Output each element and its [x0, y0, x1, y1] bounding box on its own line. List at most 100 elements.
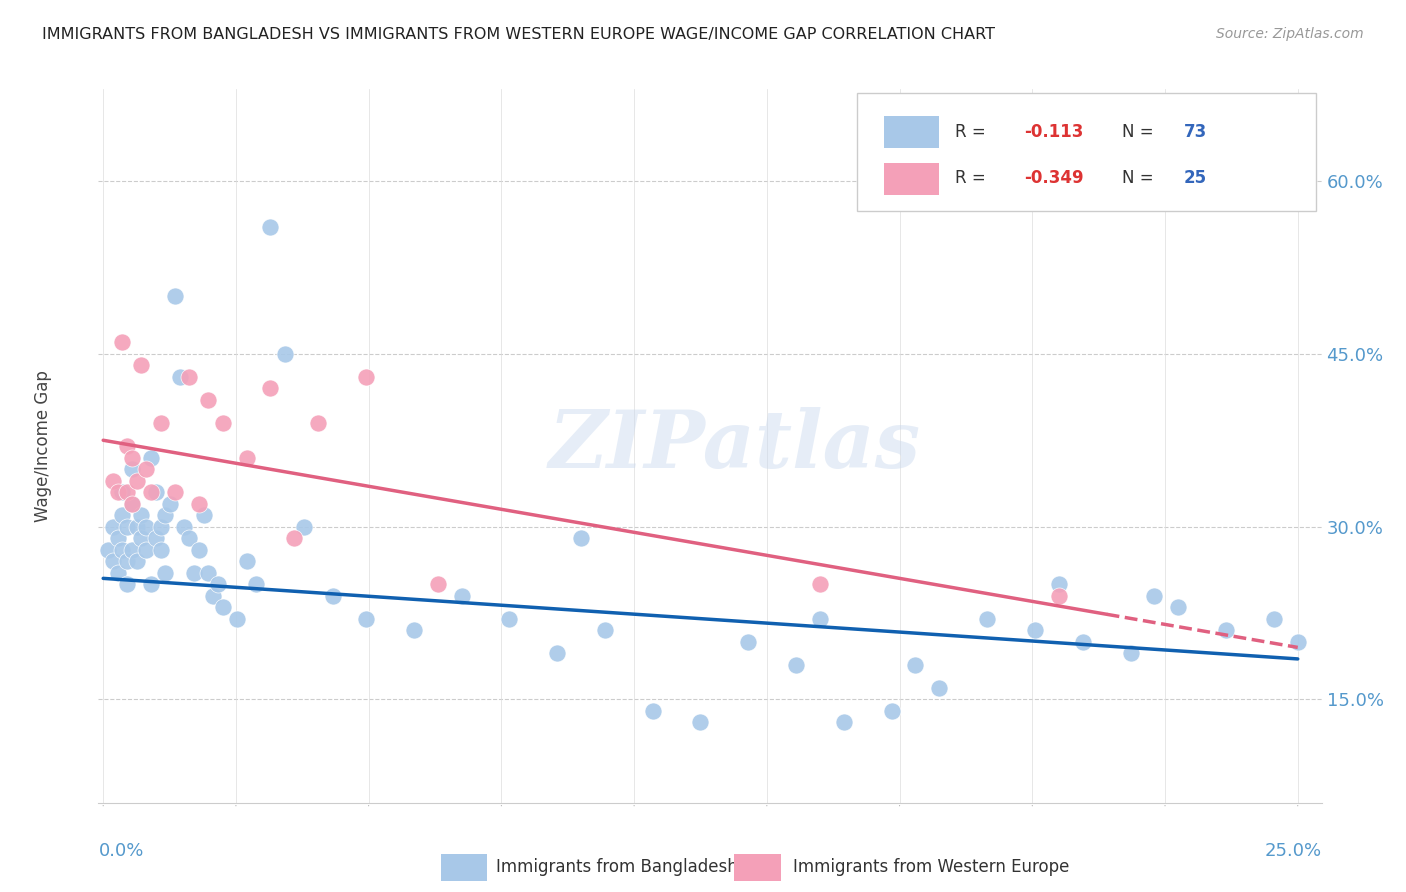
Point — [131, 531, 153, 545]
Point — [173, 519, 195, 533]
Text: N =: N = — [1122, 123, 1159, 141]
Point — [121, 462, 143, 476]
Point — [101, 519, 124, 533]
Point — [169, 370, 191, 384]
Text: Wage/Income Gap: Wage/Income Gap — [34, 370, 52, 522]
Point — [354, 612, 377, 626]
Point — [135, 462, 157, 476]
Point — [125, 519, 148, 533]
FancyBboxPatch shape — [856, 93, 1316, 211]
Point — [115, 439, 138, 453]
Point — [402, 623, 425, 637]
Text: 0.0%: 0.0% — [98, 842, 143, 860]
Point — [139, 485, 162, 500]
Point — [155, 508, 177, 522]
Point — [593, 623, 616, 637]
Point — [163, 289, 186, 303]
Point — [139, 577, 162, 591]
Text: Immigrants from Bangladesh: Immigrants from Bangladesh — [496, 858, 738, 876]
Point — [1167, 600, 1189, 615]
Point — [125, 474, 148, 488]
Point — [211, 600, 233, 615]
Bar — [884, 162, 939, 194]
Point — [292, 519, 315, 533]
Point — [259, 381, 281, 395]
Point — [145, 531, 167, 545]
Point — [163, 485, 186, 500]
Point — [808, 612, 831, 626]
Point — [135, 519, 157, 533]
Point — [179, 531, 201, 545]
Point — [135, 542, 157, 557]
Point — [785, 657, 807, 672]
Point — [183, 566, 205, 580]
Point — [1143, 589, 1166, 603]
Point — [307, 416, 329, 430]
Point — [211, 416, 233, 430]
Point — [1071, 634, 1094, 648]
Point — [197, 392, 219, 407]
Text: R =: R = — [955, 169, 991, 187]
Point — [101, 474, 124, 488]
Point — [111, 508, 134, 522]
Point — [689, 715, 711, 730]
Point — [131, 508, 153, 522]
Bar — [441, 855, 488, 881]
Point — [187, 497, 209, 511]
Point — [101, 554, 124, 568]
Point — [125, 554, 148, 568]
Point — [107, 531, 129, 545]
Point — [111, 335, 134, 350]
Point — [97, 542, 120, 557]
Point — [259, 220, 281, 235]
Point — [121, 450, 143, 465]
Point — [107, 485, 129, 500]
Point — [207, 577, 229, 591]
Point — [235, 554, 257, 568]
Point — [121, 542, 143, 557]
Point — [139, 450, 162, 465]
Text: Immigrants from Western Europe: Immigrants from Western Europe — [793, 858, 1070, 876]
Point — [226, 612, 249, 626]
Point — [149, 542, 172, 557]
Text: -0.349: -0.349 — [1025, 169, 1084, 187]
Point — [546, 646, 568, 660]
Point — [808, 577, 831, 591]
Point — [569, 531, 592, 545]
Point — [107, 566, 129, 580]
Point — [235, 450, 257, 465]
Point — [274, 347, 297, 361]
Point — [111, 485, 134, 500]
Point — [155, 566, 177, 580]
Point — [283, 531, 305, 545]
Point — [737, 634, 759, 648]
Point — [131, 359, 153, 373]
Point — [450, 589, 472, 603]
Text: Source: ZipAtlas.com: Source: ZipAtlas.com — [1216, 27, 1364, 41]
Point — [832, 715, 855, 730]
Point — [322, 589, 344, 603]
Point — [245, 577, 267, 591]
Point — [179, 370, 201, 384]
Point — [121, 497, 143, 511]
Point — [115, 485, 138, 500]
Point — [904, 657, 927, 672]
Point — [426, 577, 449, 591]
Point — [1119, 646, 1142, 660]
Point — [641, 704, 664, 718]
Point — [145, 485, 167, 500]
Bar — [884, 116, 939, 148]
Point — [197, 566, 219, 580]
Point — [202, 589, 225, 603]
Text: R =: R = — [955, 123, 991, 141]
Point — [928, 681, 950, 695]
Point — [1263, 612, 1285, 626]
Bar — [734, 855, 780, 881]
Point — [498, 612, 520, 626]
Point — [193, 508, 215, 522]
Point — [880, 704, 903, 718]
Text: IMMIGRANTS FROM BANGLADESH VS IMMIGRANTS FROM WESTERN EUROPE WAGE/INCOME GAP COR: IMMIGRANTS FROM BANGLADESH VS IMMIGRANTS… — [42, 27, 995, 42]
Point — [115, 519, 138, 533]
Point — [121, 497, 143, 511]
Point — [1286, 634, 1309, 648]
